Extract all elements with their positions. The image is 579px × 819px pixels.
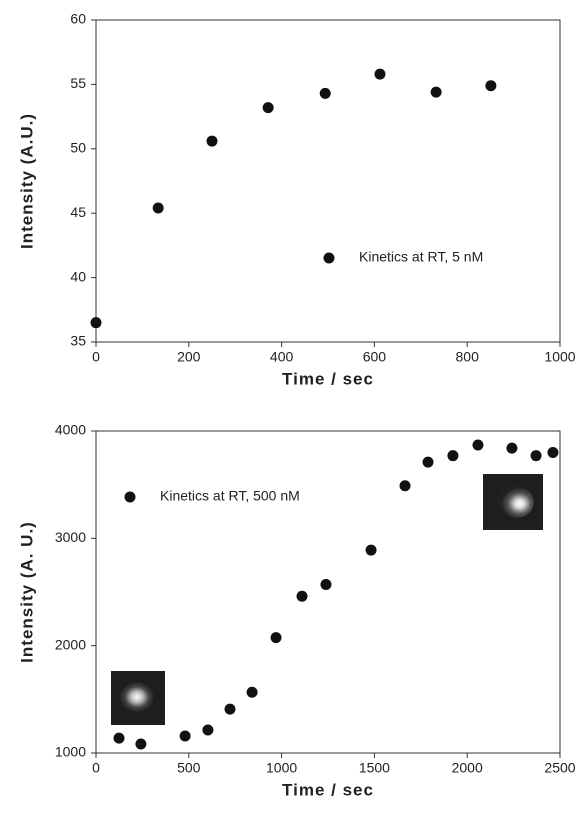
y-tick-label: 50: [70, 140, 86, 156]
data-point: [90, 317, 102, 329]
data-point: [206, 135, 218, 147]
plot-frame: [95, 19, 561, 343]
data-point: [430, 86, 442, 98]
data-point: [270, 632, 282, 644]
data-point: [365, 544, 377, 556]
data-point: [530, 450, 542, 462]
x-tick-label: 600: [363, 349, 387, 365]
data-point: [374, 68, 386, 80]
x-axis-label: Time / sec: [282, 369, 374, 388]
x-axis-label: Time / sec: [282, 780, 374, 799]
x-tick-label: 2500: [544, 760, 575, 776]
plot-frame: [95, 430, 561, 754]
data-point: [320, 578, 332, 590]
data-point: [447, 450, 459, 462]
y-tick-label: 4000: [55, 422, 86, 438]
data-point: [262, 102, 274, 114]
y-tick-label: 45: [70, 204, 86, 220]
data-point: [399, 480, 411, 492]
x-tick-label: 1000: [266, 760, 297, 776]
y-tick-label: 3000: [55, 529, 86, 545]
data-point: [179, 730, 191, 742]
y-axis-label: Intensity (A. U.): [17, 521, 36, 663]
data-point: [547, 446, 559, 458]
data-point: [246, 686, 258, 698]
legend-label: Kinetics at RT, 5 nM: [359, 249, 483, 265]
data-point: [422, 456, 434, 468]
x-tick-label: 1500: [359, 760, 390, 776]
data-point: [202, 724, 214, 736]
data-point: [113, 732, 125, 744]
y-tick-label: 55: [70, 75, 86, 91]
data-point: [152, 202, 164, 214]
legend-label: Kinetics at RT, 500 nM: [160, 488, 300, 504]
inset-image: [111, 671, 165, 725]
data-point: [224, 703, 236, 715]
x-tick-label: 2000: [452, 760, 483, 776]
x-tick-label: 200: [177, 349, 201, 365]
x-tick-label: 1000: [544, 349, 575, 365]
y-tick-label: 1000: [55, 744, 86, 760]
x-tick-label: 800: [456, 349, 480, 365]
inset-image: [483, 474, 543, 530]
data-point: [319, 87, 331, 99]
y-tick-label: 35: [70, 333, 86, 349]
x-tick-label: 0: [92, 349, 100, 365]
x-tick-label: 500: [177, 760, 201, 776]
data-point: [135, 738, 147, 750]
y-tick-label: 40: [70, 268, 86, 284]
data-point: [485, 80, 497, 92]
legend-marker: [323, 252, 335, 264]
data-point: [472, 439, 484, 451]
y-tick-label: 60: [70, 11, 86, 27]
x-tick-label: 400: [270, 349, 294, 365]
data-point: [506, 442, 518, 454]
y-tick-label: 2000: [55, 636, 86, 652]
data-point: [296, 590, 308, 602]
y-axis-label: Intensity (A.U.): [17, 113, 36, 249]
x-tick-label: 0: [92, 760, 100, 776]
legend-marker: [124, 491, 136, 503]
